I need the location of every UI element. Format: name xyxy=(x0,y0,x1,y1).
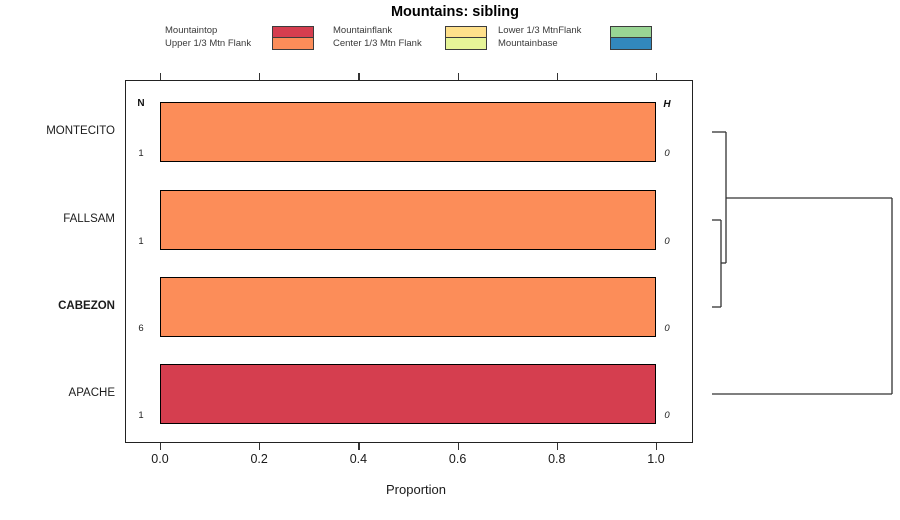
x-axis-tick-top xyxy=(358,73,360,80)
x-axis-tick-label: 1.0 xyxy=(647,452,665,466)
x-axis-tick-top xyxy=(160,73,162,80)
x-axis-tick-label: 0.8 xyxy=(548,452,566,466)
x-axis-tick-bottom xyxy=(656,443,658,450)
n-value: 6 xyxy=(138,323,144,334)
x-axis-tick-top xyxy=(556,73,558,80)
legend-swatches-col2 xyxy=(445,26,487,50)
h-value: 0 xyxy=(664,410,670,421)
legend-label: Mountainflank xyxy=(333,25,393,36)
x-axis-tick-bottom xyxy=(259,443,261,450)
n-value: 1 xyxy=(138,236,144,247)
bar-cabezon xyxy=(160,277,656,337)
x-axis-tick-label: 0.6 xyxy=(448,452,467,466)
h-value: 0 xyxy=(664,323,670,334)
y-axis-label-cabezon: CABEZON xyxy=(58,300,115,312)
legend-swatch xyxy=(445,38,487,50)
legend-swatch xyxy=(272,38,314,50)
x-axis-tick-top xyxy=(656,73,658,80)
x-axis-tick-bottom xyxy=(358,443,360,450)
legend-labels-col2: Mountainflank Center 1/3 Mtn Flank xyxy=(333,25,422,50)
y-axis-label-fallsam: FALLSAM xyxy=(63,213,115,225)
legend-labels-col1: Mountaintop Upper 1/3 Mtn Flank xyxy=(165,25,251,50)
x-axis-tick-top xyxy=(259,73,261,80)
y-axis-label-apache: APACHE xyxy=(68,387,115,399)
n-value: 1 xyxy=(138,410,144,421)
x-axis-tick-top xyxy=(457,73,459,80)
legend-swatches-col3 xyxy=(610,26,652,50)
legend-label: Mountaintop xyxy=(165,25,218,36)
legend-swatch xyxy=(272,26,314,38)
x-axis-tick-label: 0.4 xyxy=(349,452,368,466)
legend-swatch xyxy=(445,26,487,38)
h-value: 0 xyxy=(664,148,670,159)
legend-label: Mountainbase xyxy=(498,37,558,49)
x-axis-tick-label: 0.0 xyxy=(151,452,169,466)
bar-apache xyxy=(160,364,656,424)
bar-fallsam xyxy=(160,190,656,250)
x-axis-tick-bottom xyxy=(160,443,162,450)
bar-montecito xyxy=(160,102,656,162)
h-column-header: H xyxy=(663,99,671,110)
x-axis-tick-bottom xyxy=(556,443,558,450)
x-axis-tick-label: 0.2 xyxy=(250,452,268,466)
y-axis-label-montecito: MONTECITO xyxy=(46,125,115,137)
legend-swatch xyxy=(610,26,652,38)
legend-swatch xyxy=(610,38,652,50)
legend-swatches-col1 xyxy=(272,26,314,50)
chart-title: Mountains: sibling xyxy=(390,4,520,20)
legend-label: Lower 1/3 MtnFlank xyxy=(498,25,582,36)
x-axis-title: Proportion xyxy=(386,482,446,497)
n-value: 1 xyxy=(138,148,144,159)
legend-label: Center 1/3 Mtn Flank xyxy=(333,37,422,49)
x-axis-tick-bottom xyxy=(457,443,459,450)
legend-labels-col3: Lower 1/3 MtnFlank Mountainbase xyxy=(498,25,581,50)
legend-label: Upper 1/3 Mtn Flank xyxy=(165,37,252,49)
n-column-header: N xyxy=(137,98,145,109)
h-value: 0 xyxy=(664,236,670,247)
